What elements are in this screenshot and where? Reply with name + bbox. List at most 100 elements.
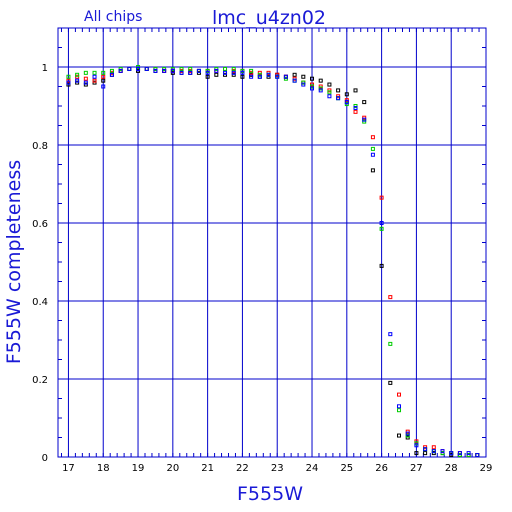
data-point	[370, 135, 375, 140]
data-point	[136, 66, 141, 71]
data-point	[144, 66, 149, 71]
chart-title: lmc_u4zn02	[212, 7, 326, 29]
data-point	[162, 68, 167, 73]
data-point	[318, 78, 323, 83]
data-point	[249, 68, 254, 73]
y-tick-label: 0.6	[32, 219, 48, 230]
data-point	[188, 70, 193, 75]
data-point	[205, 70, 210, 75]
data-point	[344, 100, 349, 105]
data-point	[405, 431, 410, 436]
data-point	[188, 66, 193, 71]
x-tick-label: 24	[306, 463, 319, 474]
data-point	[397, 433, 402, 438]
data-point	[388, 380, 393, 385]
data-point	[240, 74, 245, 79]
data-point	[353, 88, 358, 93]
data-point	[231, 66, 236, 71]
x-tick-label: 22	[236, 463, 249, 474]
data-point	[370, 168, 375, 173]
x-tick-label: 28	[445, 463, 458, 474]
data-point	[379, 221, 384, 225]
grid-lines	[58, 28, 487, 458]
data-point	[75, 72, 80, 77]
data-point	[440, 449, 445, 454]
data-point	[83, 70, 88, 75]
data-point	[179, 70, 184, 75]
data-point	[249, 74, 254, 79]
x-tick-label: 19	[132, 463, 145, 474]
data-point	[83, 76, 88, 81]
x-tick-label: 26	[375, 463, 388, 474]
y-tick-label: 0.4	[32, 297, 48, 308]
data-point	[431, 445, 436, 450]
data-point	[388, 341, 393, 346]
x-tick-label: 20	[166, 463, 179, 474]
data-point	[310, 76, 315, 81]
data-point	[214, 72, 219, 77]
data-point	[431, 449, 436, 454]
x-tick-labels: 17 18 19 20 21 22 23 24 25 26 27 28 29	[62, 463, 492, 474]
data-point	[179, 66, 184, 71]
data-point	[353, 105, 358, 110]
data-point	[109, 68, 114, 73]
data-point	[118, 68, 123, 73]
data-point	[388, 332, 393, 337]
data-point	[170, 68, 175, 73]
data-point	[292, 72, 297, 77]
data-point	[379, 263, 384, 268]
data-points	[66, 65, 480, 458]
data-point	[109, 72, 114, 77]
data-point	[397, 392, 402, 397]
x-tick-label: 29	[480, 463, 493, 474]
data-point	[292, 78, 297, 83]
y-tick-labels: 0 0.2 0.4 0.6 0.8 1	[32, 63, 48, 464]
data-point	[327, 94, 332, 99]
x-tick-label: 17	[62, 463, 75, 474]
data-point	[475, 453, 480, 458]
data-point	[318, 88, 323, 93]
x-tick-label: 23	[271, 463, 284, 474]
data-point	[101, 74, 106, 79]
data-point	[92, 74, 97, 79]
data-point	[66, 74, 71, 79]
data-point	[101, 84, 106, 89]
x-tick-label: 18	[97, 463, 110, 474]
data-point	[231, 70, 236, 75]
data-point	[223, 66, 228, 71]
data-point	[370, 152, 375, 157]
data-point	[301, 74, 306, 79]
data-point	[414, 451, 419, 456]
data-point	[275, 74, 280, 79]
data-point	[362, 117, 367, 122]
data-point	[414, 443, 419, 448]
y-axis-label: F555W completeness	[3, 160, 25, 364]
data-point	[379, 195, 384, 200]
data-point	[379, 226, 384, 231]
x-tick-label: 25	[340, 463, 353, 474]
data-point	[423, 451, 428, 456]
data-point	[327, 82, 332, 87]
data-point	[153, 68, 158, 73]
data-point	[336, 88, 341, 93]
data-point	[66, 80, 71, 85]
data-point	[310, 86, 315, 91]
data-point	[466, 451, 471, 456]
data-point	[92, 78, 97, 83]
y-tick-label: 0	[42, 453, 48, 464]
data-point	[336, 96, 341, 101]
data-point	[344, 92, 349, 97]
data-point	[327, 90, 332, 95]
data-point	[196, 68, 201, 73]
y-tick-label: 1	[42, 63, 48, 74]
x-axis-label: F555W	[237, 483, 303, 505]
data-point	[75, 78, 80, 83]
data-point	[257, 74, 262, 79]
y-tick-label: 0.2	[32, 375, 48, 386]
data-point	[301, 82, 306, 87]
data-point	[388, 295, 393, 300]
data-point	[205, 74, 210, 79]
y-tick-label: 0.8	[32, 141, 48, 152]
